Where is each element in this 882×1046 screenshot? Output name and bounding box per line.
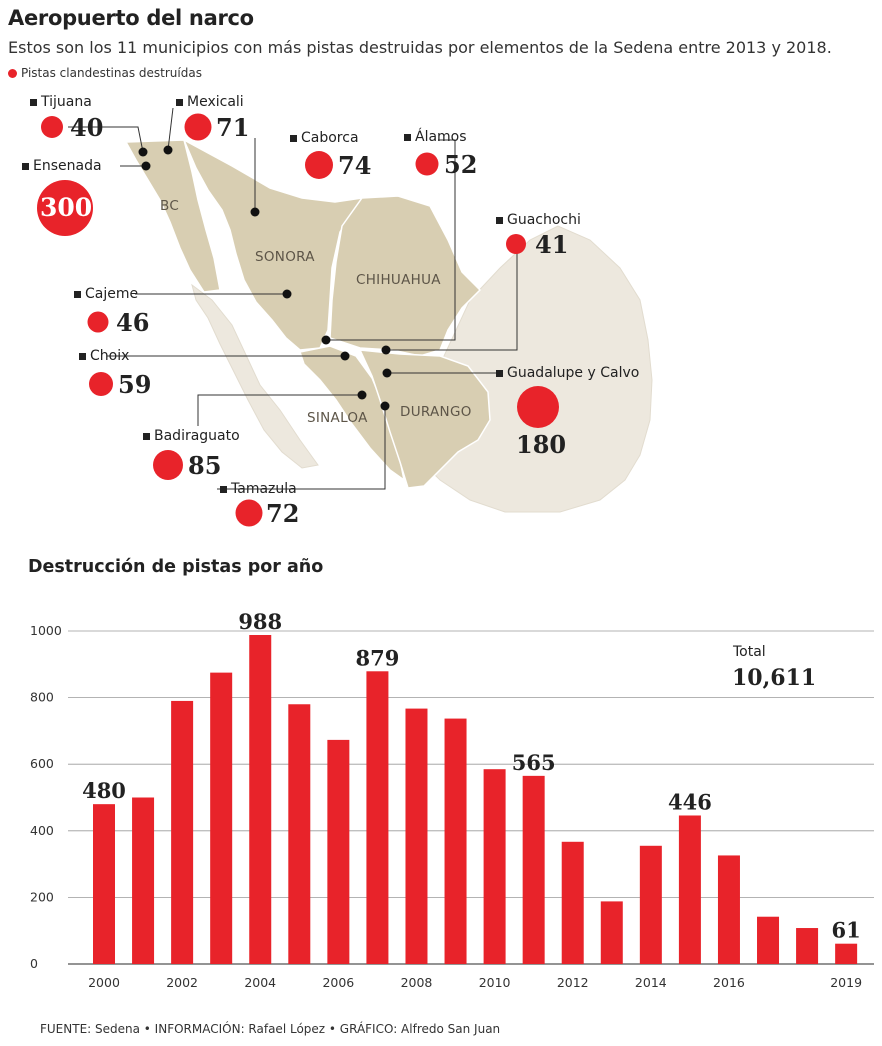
bar-2003: [210, 673, 232, 964]
x-tick-label-2016: 2016: [713, 975, 745, 990]
bar-2012: [562, 842, 584, 964]
data-label-2015: 446: [668, 789, 712, 814]
y-tick-label-200: 200: [30, 889, 54, 904]
total-label: Total: [733, 644, 766, 660]
bar-2013: [601, 901, 623, 964]
data-label-2011: 565: [512, 750, 556, 775]
y-tick-label-400: 400: [30, 823, 54, 838]
bar-2005: [288, 704, 310, 964]
bar-2010: [484, 769, 506, 964]
bar-2016: [718, 855, 740, 964]
y-tick-label-800: 800: [30, 690, 54, 705]
bar-2015: [679, 815, 701, 964]
x-tick-label-2010: 2010: [479, 975, 511, 990]
bar-2009: [445, 719, 467, 964]
data-label-2019: 61: [832, 918, 861, 943]
bar-2014: [640, 846, 662, 964]
x-tick-label-2004: 2004: [244, 975, 276, 990]
bar-2000: [93, 804, 115, 964]
y-tick-label-1000: 1000: [30, 623, 62, 638]
bar-2002: [171, 701, 193, 964]
y-tick-label-600: 600: [30, 756, 54, 771]
bar-chart: 0 200 400 600 800 1000 2000 2002 2004 2006 2008 201…: [0, 0, 882, 1046]
x-tick-label-2006: 2006: [322, 975, 354, 990]
bar-2008: [405, 709, 427, 964]
bar-2019: [835, 944, 857, 964]
bar-2017: [757, 917, 779, 964]
x-tick-label-2002: 2002: [166, 975, 198, 990]
bar-2007: [366, 671, 388, 964]
bar-2001: [132, 798, 154, 965]
y-tick-label-0: 0: [30, 956, 38, 971]
bar-2018: [796, 928, 818, 964]
total-value: 10,611: [732, 665, 816, 691]
x-tick-label-2000: 2000: [88, 975, 120, 990]
data-label-2007: 879: [355, 645, 399, 670]
x-tick-label-2012: 2012: [557, 975, 589, 990]
data-label-2004: 988: [238, 609, 282, 634]
data-label-2000: 480: [82, 778, 126, 803]
bar-2006: [327, 740, 349, 964]
x-tick-label-2014: 2014: [635, 975, 667, 990]
source-credits: FUENTE: Sedena • INFORMACIÓN: Rafael Lóp…: [40, 1022, 500, 1036]
bar-2004: [249, 635, 271, 964]
x-tick-label-2008: 2008: [401, 975, 433, 990]
bar-2011: [523, 776, 545, 964]
x-tick-label-2019: 2019: [830, 975, 862, 990]
